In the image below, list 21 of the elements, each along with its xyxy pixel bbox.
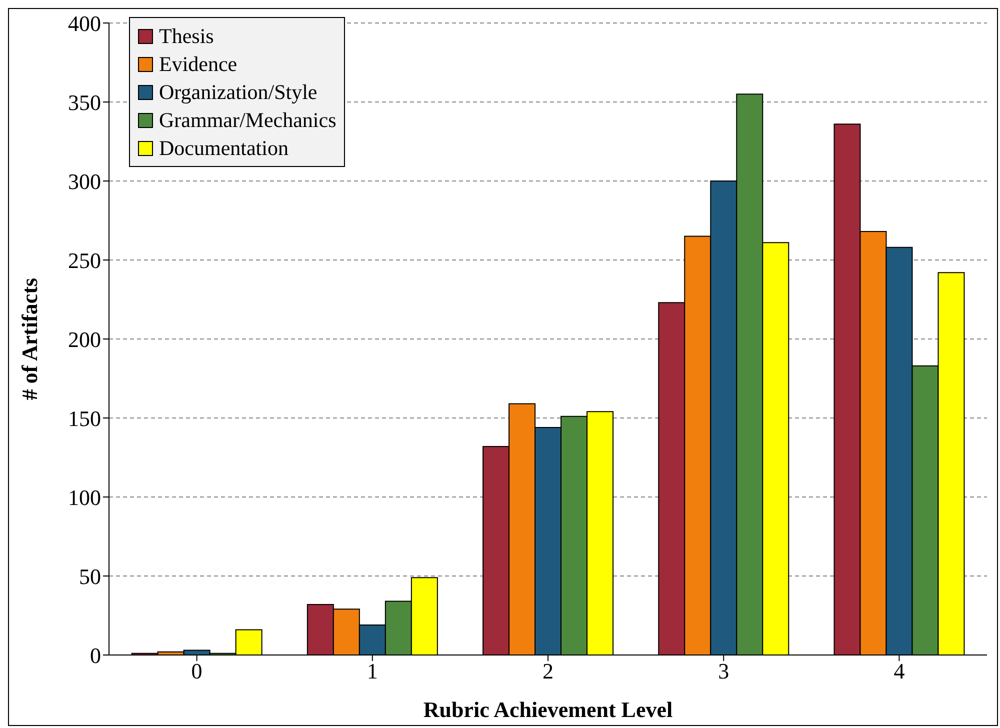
legend-label: Evidence [159, 51, 238, 78]
y-tick-label: 200 [68, 326, 101, 352]
x-tick-label: 2 [542, 658, 554, 684]
y-tick-label: 250 [68, 248, 101, 273]
y-tick-label: 0 [90, 642, 101, 668]
y-tick-label: 50 [79, 564, 101, 589]
y-tick-label: 300 [68, 168, 101, 194]
legend-label: Documentation [159, 135, 288, 162]
legend-label: Thesis [159, 23, 214, 50]
x-tick-label: 4 [894, 658, 905, 684]
y-tick-label: 400 [68, 10, 101, 36]
y-axis-title: # of Artifacts [16, 277, 42, 400]
legend-label: Grammar/Mechanics [159, 107, 336, 134]
y-tick-label: 150 [68, 406, 101, 431]
x-tick-label: 0 [191, 658, 202, 684]
x-axis-title: Rubric Achievement Level [423, 697, 673, 722]
y-tick-label: 350 [68, 90, 101, 115]
legend-label: Organization/Style [159, 79, 318, 106]
x-tick-label: 1 [366, 658, 378, 684]
x-tick-label: 3 [718, 658, 730, 684]
y-tick-label: 100 [68, 484, 101, 510]
